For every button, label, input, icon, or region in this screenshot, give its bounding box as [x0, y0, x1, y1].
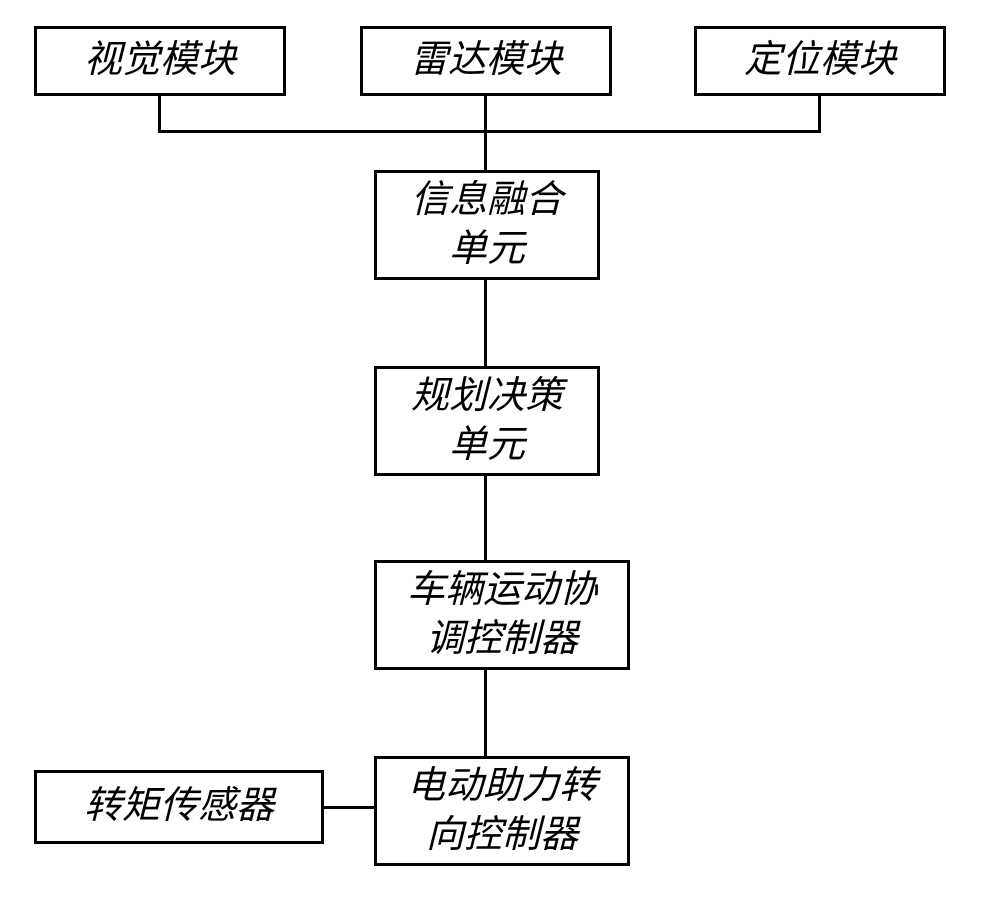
node-fusion-unit: 信息融合 单元	[374, 170, 600, 280]
node-label: 信息融合 单元	[411, 176, 563, 275]
node-planning-unit: 规划决策 单元	[374, 366, 600, 476]
edge-radar-down	[484, 96, 487, 133]
edge-top-horizontal	[158, 130, 821, 133]
node-radar-module: 雷达模块	[360, 26, 612, 96]
flowchart-diagram: 视觉模块 雷达模块 定位模块 信息融合 单元 规划决策 单元 车辆运动协 调控制…	[0, 0, 1000, 905]
edge-torque-to-steering	[324, 806, 374, 809]
node-label: 视觉模块	[84, 36, 236, 85]
node-positioning-module: 定位模块	[694, 26, 946, 96]
edge-planning-to-motion	[484, 476, 487, 560]
node-label: 定位模块	[744, 36, 896, 85]
edge-visual-down	[158, 96, 161, 133]
edge-motion-to-steering	[484, 670, 487, 756]
node-label: 车辆运动协 调控制器	[407, 566, 597, 665]
node-torque-sensor: 转矩传感器	[34, 770, 324, 844]
edge-positioning-down	[818, 96, 821, 133]
edge-fusion-to-planning	[484, 280, 487, 366]
node-label: 电动助力转 向控制器	[407, 762, 597, 861]
node-label: 雷达模块	[410, 36, 562, 85]
node-motion-controller: 车辆运动协 调控制器	[374, 560, 630, 670]
edge-to-fusion	[484, 130, 487, 170]
node-label: 规划决策 单元	[411, 372, 563, 471]
node-steering-controller: 电动助力转 向控制器	[374, 756, 630, 866]
node-visual-module: 视觉模块	[34, 26, 286, 96]
node-label: 转矩传感器	[84, 782, 274, 831]
